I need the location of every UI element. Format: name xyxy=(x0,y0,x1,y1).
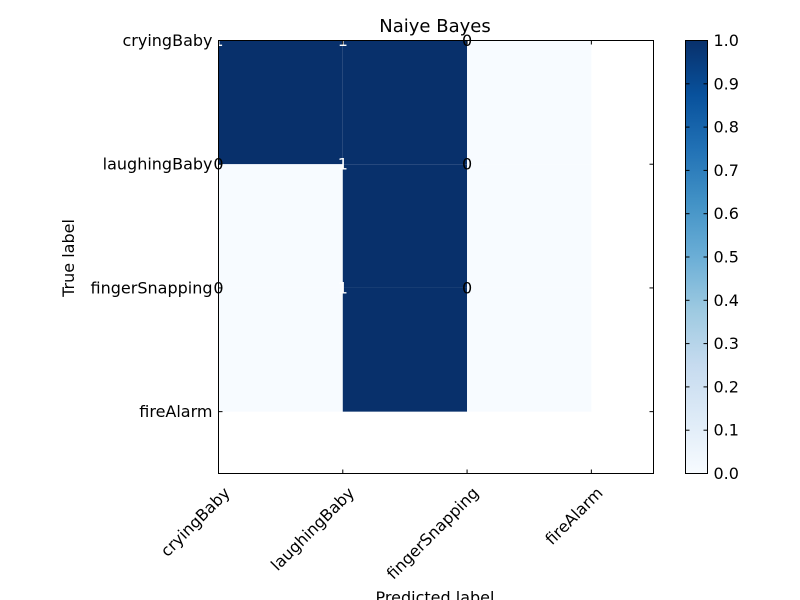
y-axis-label: True label xyxy=(59,219,78,298)
colorbar-tick-label: 0.6 xyxy=(714,204,739,223)
heatmap-cell xyxy=(467,287,592,412)
y-tick-label: fireAlarm xyxy=(139,402,212,421)
colorbar-tick-label: 0.8 xyxy=(714,118,739,137)
axis-ticks xyxy=(218,40,654,474)
y-tick-label: laughingBaby xyxy=(103,155,213,174)
heatmap-cell xyxy=(467,164,592,288)
x-tick-label: laughingBaby xyxy=(267,483,358,574)
colorbar-tick-label: 0.2 xyxy=(714,377,739,396)
colorbar-tick-label: 1.0 xyxy=(714,31,739,50)
x-tick-label: fingerSnapping xyxy=(383,483,483,583)
x-axis-label: Predicted label xyxy=(376,588,495,600)
colorbar-tick-label: 0.1 xyxy=(714,421,739,440)
colorbar-tick-label: 0.4 xyxy=(714,291,739,310)
heatmap-cell xyxy=(467,40,592,165)
x-tick-label: cryingBaby xyxy=(157,483,234,560)
colorbar-tick-label: 0.7 xyxy=(714,161,739,180)
y-tick-label: fingerSnapping xyxy=(91,278,213,297)
cell-value-label: 0 xyxy=(462,278,472,297)
colorbar-ticks: 0.0 0.1 0.2 0.3 0.4 0.5 0.6 0.7 0.8 0.9 1.0 xyxy=(685,31,739,483)
cell-value-label: 0 xyxy=(462,155,472,174)
heatmap-cell xyxy=(342,40,468,165)
heatmap-cell xyxy=(218,40,343,165)
cell-value-label: 1 xyxy=(338,278,348,297)
heatmap-cell xyxy=(218,287,343,412)
plot-frame xyxy=(218,40,654,474)
colorbar-tick-label: 0.3 xyxy=(714,334,739,353)
chart-title: Naiye Bayes xyxy=(379,16,490,37)
x-tick-labels: cryingBaby laughingBaby fingerSnapping fire… xyxy=(157,483,607,583)
heatmap-cells xyxy=(218,40,592,412)
y-tick-label: cryingBaby xyxy=(123,31,213,50)
y-tick-labels: cryingBaby laughingBaby fingerSnapping fire… xyxy=(91,31,213,421)
x-tick-label: fireAlarm xyxy=(541,483,606,548)
colorbar-tick-label: 0.9 xyxy=(714,74,739,93)
cell-value-label: 1 xyxy=(338,155,348,174)
colorbar-tick-label: 0.5 xyxy=(714,248,739,267)
colorbar-tick-label: 0.0 xyxy=(714,464,739,483)
heatmap-cell xyxy=(342,164,468,288)
heatmap-cell xyxy=(218,164,343,288)
heatmap-cell xyxy=(342,287,468,412)
